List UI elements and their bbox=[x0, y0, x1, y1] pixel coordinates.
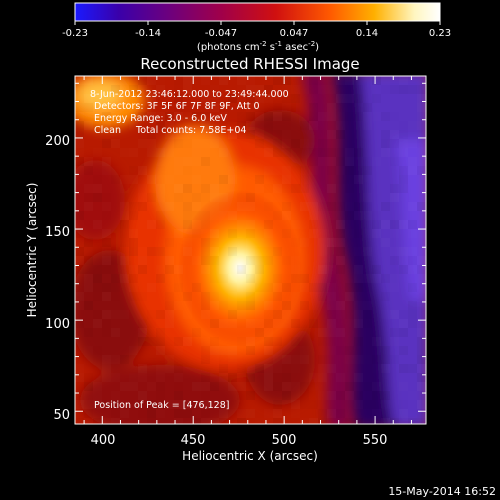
colorbar: -0.23 -0.14 -0.047 0.047 0.14 0.23 (phot… bbox=[62, 2, 451, 53]
axis-ticks bbox=[75, 76, 426, 424]
colorbar-units: (photons cm-2 s-1 asec-2) bbox=[197, 40, 319, 53]
x-tick-500: 500 bbox=[272, 433, 297, 448]
figure-title: Reconstructed RHESSI Image bbox=[140, 55, 359, 73]
colorbar-tick-3: 0.047 bbox=[280, 28, 309, 39]
colorbar-strip bbox=[74, 2, 441, 22]
info-detectors: Detectors: 3F 5F 6F 7F 8F 9F, Att 0 bbox=[94, 101, 260, 112]
info-time-range: 8-Jun-2012 23:46:12.000 to 23:49:44.000 bbox=[90, 89, 289, 100]
x-tick-450: 450 bbox=[181, 433, 206, 448]
footer-timestamp: 15-May-2014 16:52 bbox=[388, 485, 496, 498]
y-tick-150: 150 bbox=[45, 225, 70, 240]
info-clean-total: Clean Total counts: 7.58E+04 bbox=[94, 125, 246, 136]
colorbar-tick-2: -0.047 bbox=[205, 28, 237, 39]
y-tick-50: 50 bbox=[53, 408, 70, 423]
colorbar-tick-0: -0.23 bbox=[62, 28, 88, 39]
x-tick-400: 400 bbox=[91, 433, 116, 448]
colorbar-tick-1: -0.14 bbox=[135, 28, 161, 39]
colorbar-tick-4: 0.14 bbox=[356, 28, 378, 39]
y-axis-label: Heliocentric Y (arcsec) bbox=[25, 183, 39, 318]
plot-frame bbox=[74, 75, 427, 425]
peak-position-label: Position of Peak = [476,128] bbox=[94, 400, 229, 411]
flare-image bbox=[75, 76, 426, 424]
x-axis-label: Heliocentric X (arcsec) bbox=[182, 449, 318, 463]
colorbar-tick-5: 0.23 bbox=[429, 28, 451, 39]
info-overlay: 8-Jun-2012 23:46:12.000 to 23:49:44.000 … bbox=[90, 89, 289, 136]
y-tick-100: 100 bbox=[45, 317, 70, 332]
x-tick-550: 550 bbox=[363, 433, 388, 448]
pixel-texture bbox=[75, 76, 426, 424]
flare-peak bbox=[178, 190, 302, 346]
colorbar-ticks bbox=[74, 21, 441, 25]
y-tick-200: 200 bbox=[45, 134, 70, 149]
info-energy-range: Energy Range: 3.0 - 6.0 keV bbox=[94, 113, 227, 124]
